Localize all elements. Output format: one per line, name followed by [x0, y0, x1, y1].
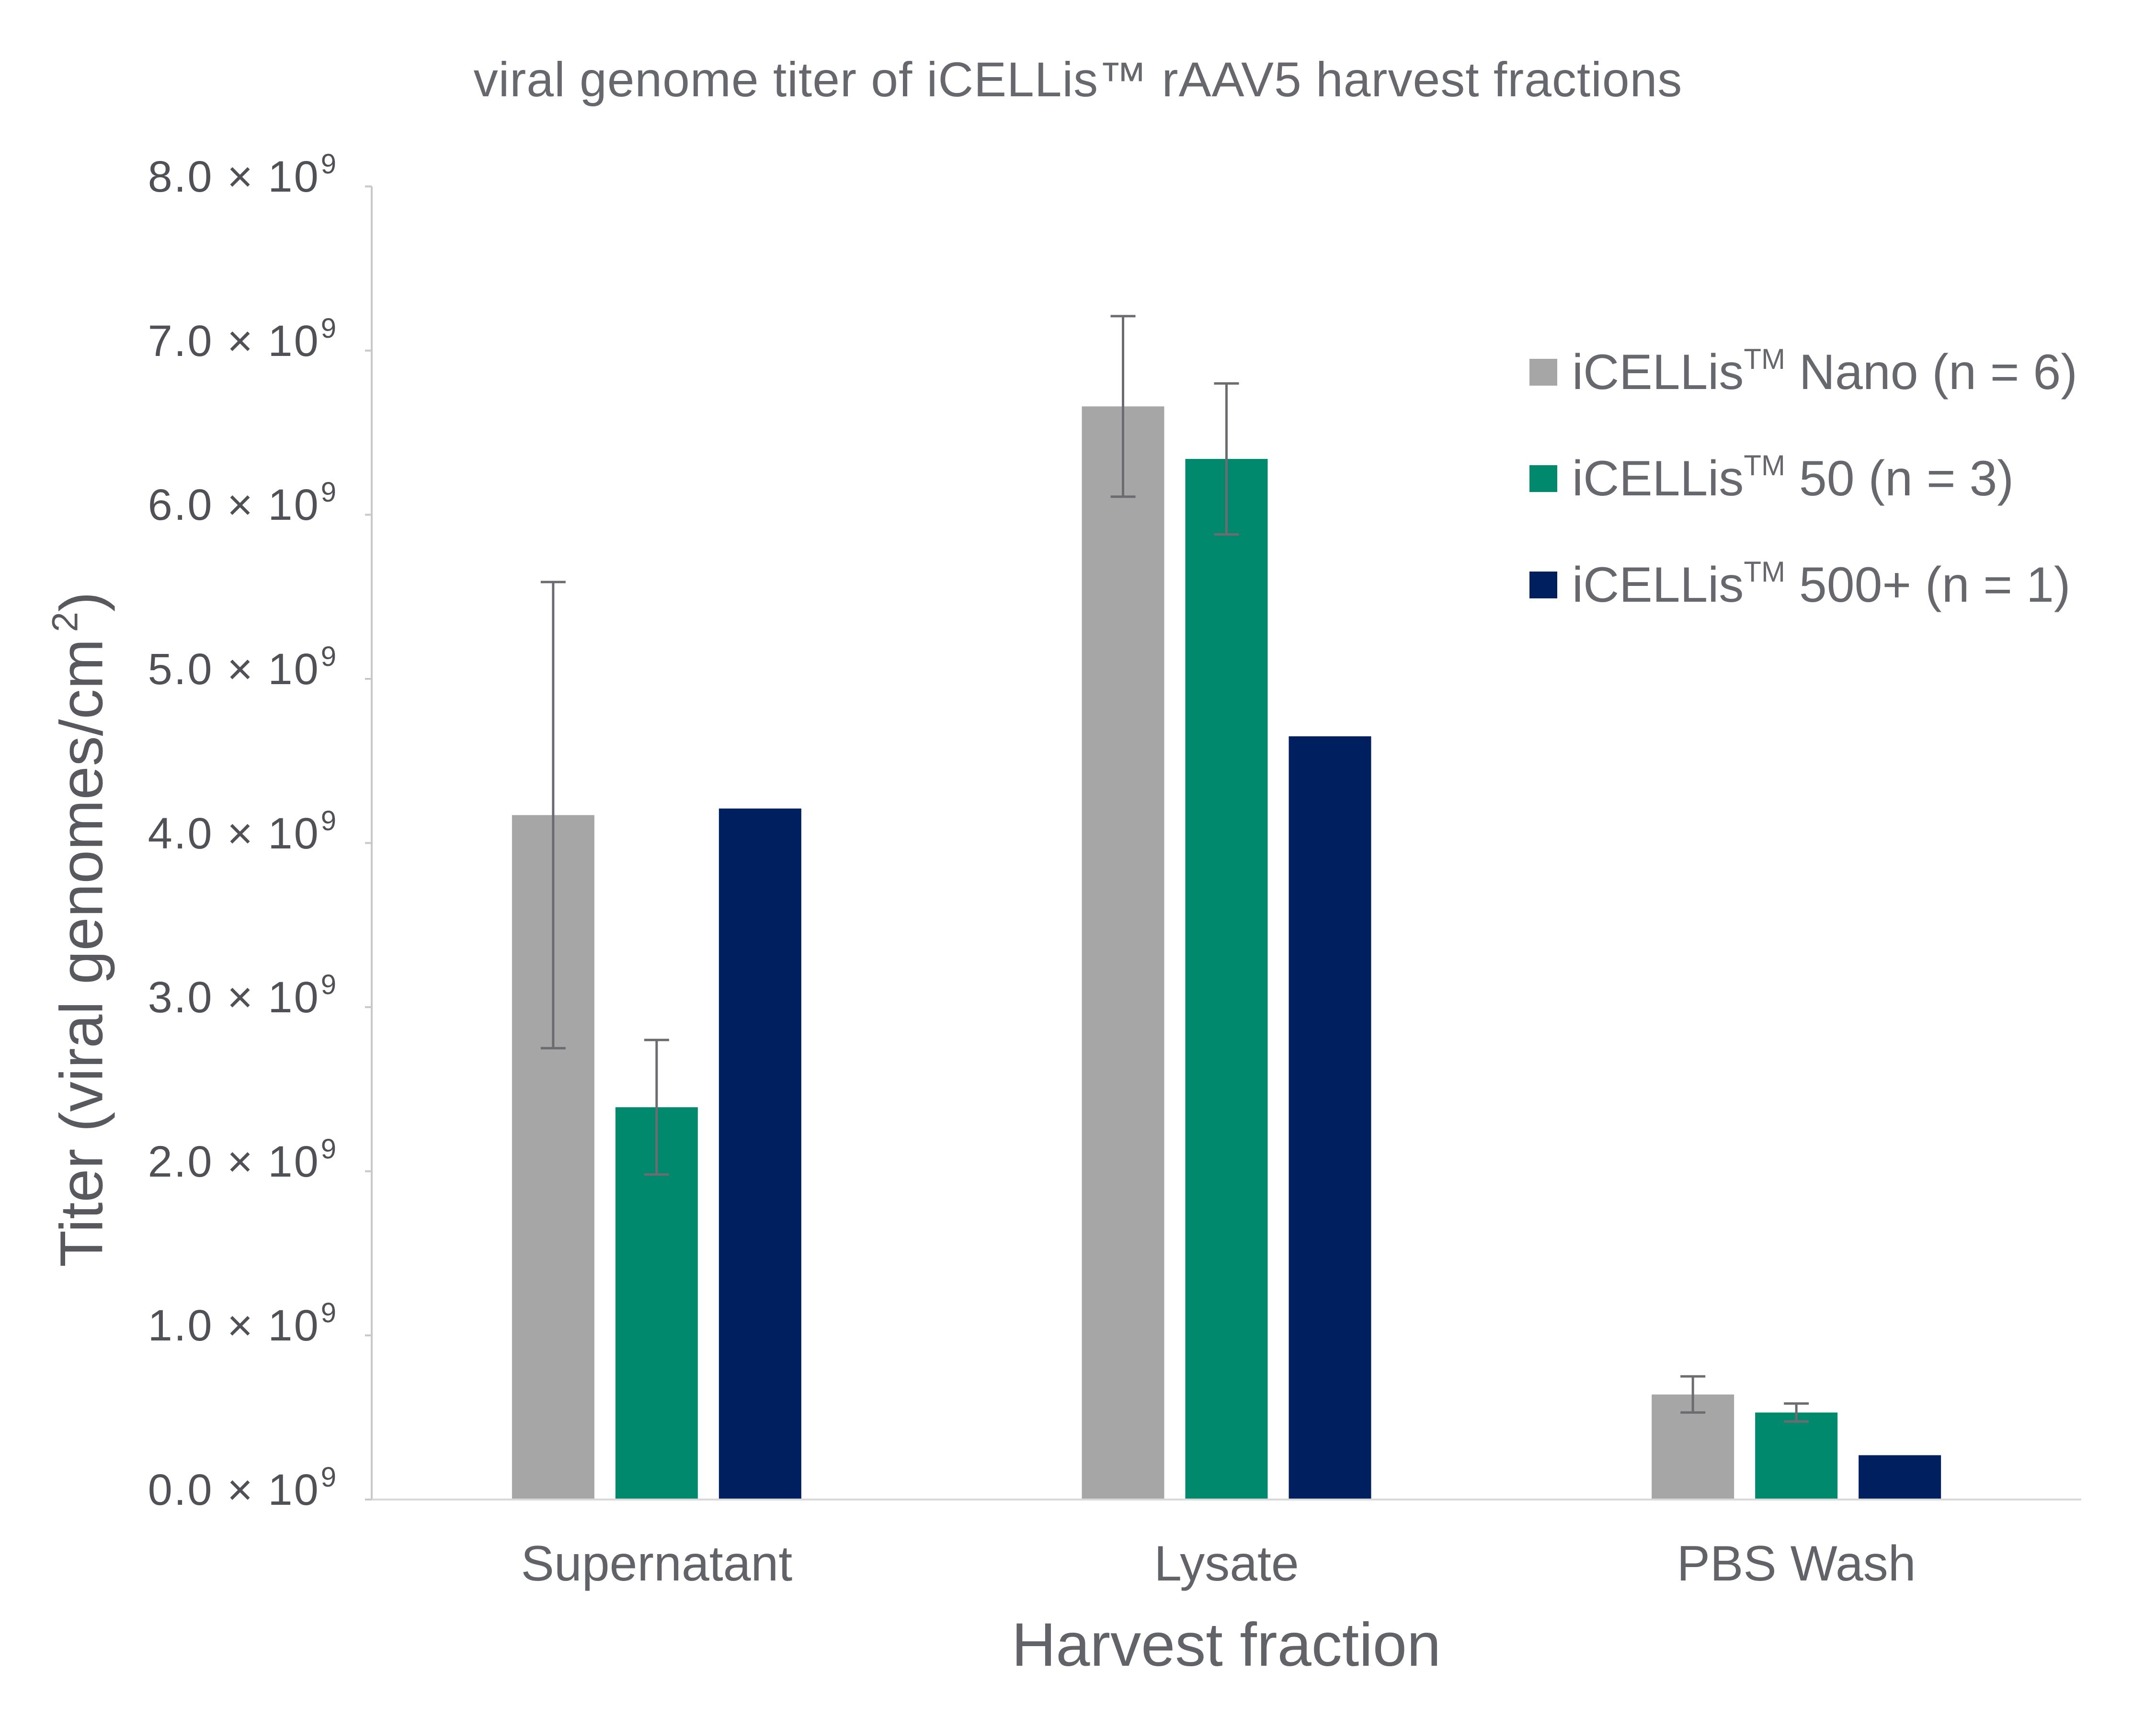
bar [1185, 458, 1268, 1500]
bar-series-group [512, 406, 1941, 1500]
chart-title: viral genome titer of iCELLis™ rAAV5 har… [473, 52, 1683, 107]
y-axis-tick-label: 6.0 × 109 [148, 477, 338, 530]
tick-exponent: 9 [320, 1133, 338, 1165]
trademark-superscript: TM [1744, 555, 1786, 588]
y-axis-tick-label: 3.0 × 109 [148, 969, 338, 1022]
tick-exponent: 9 [320, 805, 338, 836]
x-axis-category-label: PBS Wash [1677, 1536, 1916, 1592]
y-axis-tick-label: 4.0 × 109 [148, 805, 338, 858]
y-axis-tick-label: 8.0 × 109 [148, 149, 338, 202]
y-axis-title-superscript: 2 [45, 612, 86, 632]
legend-label: iCELLisTM 500+ (n = 1) [1572, 555, 2071, 613]
tick-exponent: 9 [320, 641, 338, 672]
x-axis-title: Harvest fraction [1011, 1611, 1441, 1679]
tick-exponent: 9 [320, 1462, 338, 1493]
trademark-superscript: TM [1744, 449, 1786, 481]
bar [719, 808, 801, 1500]
legend-item: iCELLisTM 500+ (n = 1) [1529, 557, 2077, 613]
y-axis-tick-label: 2.0 × 109 [148, 1133, 338, 1186]
legend-item: iCELLisTM 50 (n = 3) [1529, 450, 2077, 507]
y-axis-title-end: ) [47, 592, 115, 612]
tick-exponent: 9 [320, 312, 338, 344]
error-bars-group [540, 315, 1809, 1423]
bar [1289, 736, 1371, 1500]
y-axis-tick-label: 5.0 × 109 [148, 641, 338, 694]
tick-exponent: 9 [320, 1297, 338, 1329]
y-axis-title-main: Titer (viral genomes/cm [47, 639, 115, 1267]
legend-swatch-icon [1529, 572, 1557, 598]
legend-swatch-icon [1529, 465, 1557, 492]
x-axis-category-label: Lysate [1154, 1536, 1299, 1592]
legend-item: iCELLisTM Nano (n = 6) [1529, 344, 2077, 401]
trademark-superscript: TM [1744, 343, 1786, 375]
legend-label: iCELLisTM Nano (n = 6) [1572, 343, 2077, 400]
bar [1082, 406, 1164, 1500]
y-axis-tick-label: 1.0 × 109 [148, 1297, 338, 1351]
tick-exponent: 9 [320, 477, 338, 508]
legend-swatch-icon [1529, 359, 1557, 386]
axes-group [365, 185, 2081, 1500]
legend: iCELLisTM Nano (n = 6) iCELLisTM 50 (n = … [1529, 344, 2077, 663]
y-axis-title: Titer (viral genomes/cm 2) [45, 592, 116, 1267]
bar [1859, 1455, 1941, 1500]
tick-exponent: 9 [320, 149, 338, 180]
y-axis-tick-label: 7.0 × 109 [148, 312, 338, 366]
tick-exponent: 9 [320, 969, 338, 1001]
x-axis-category-label: Supernatant [521, 1536, 793, 1592]
bar [1755, 1412, 1838, 1500]
legend-label: iCELLisTM 50 (n = 3) [1572, 449, 2014, 506]
y-axis-tick-label: 0.0 × 109 [148, 1462, 338, 1515]
